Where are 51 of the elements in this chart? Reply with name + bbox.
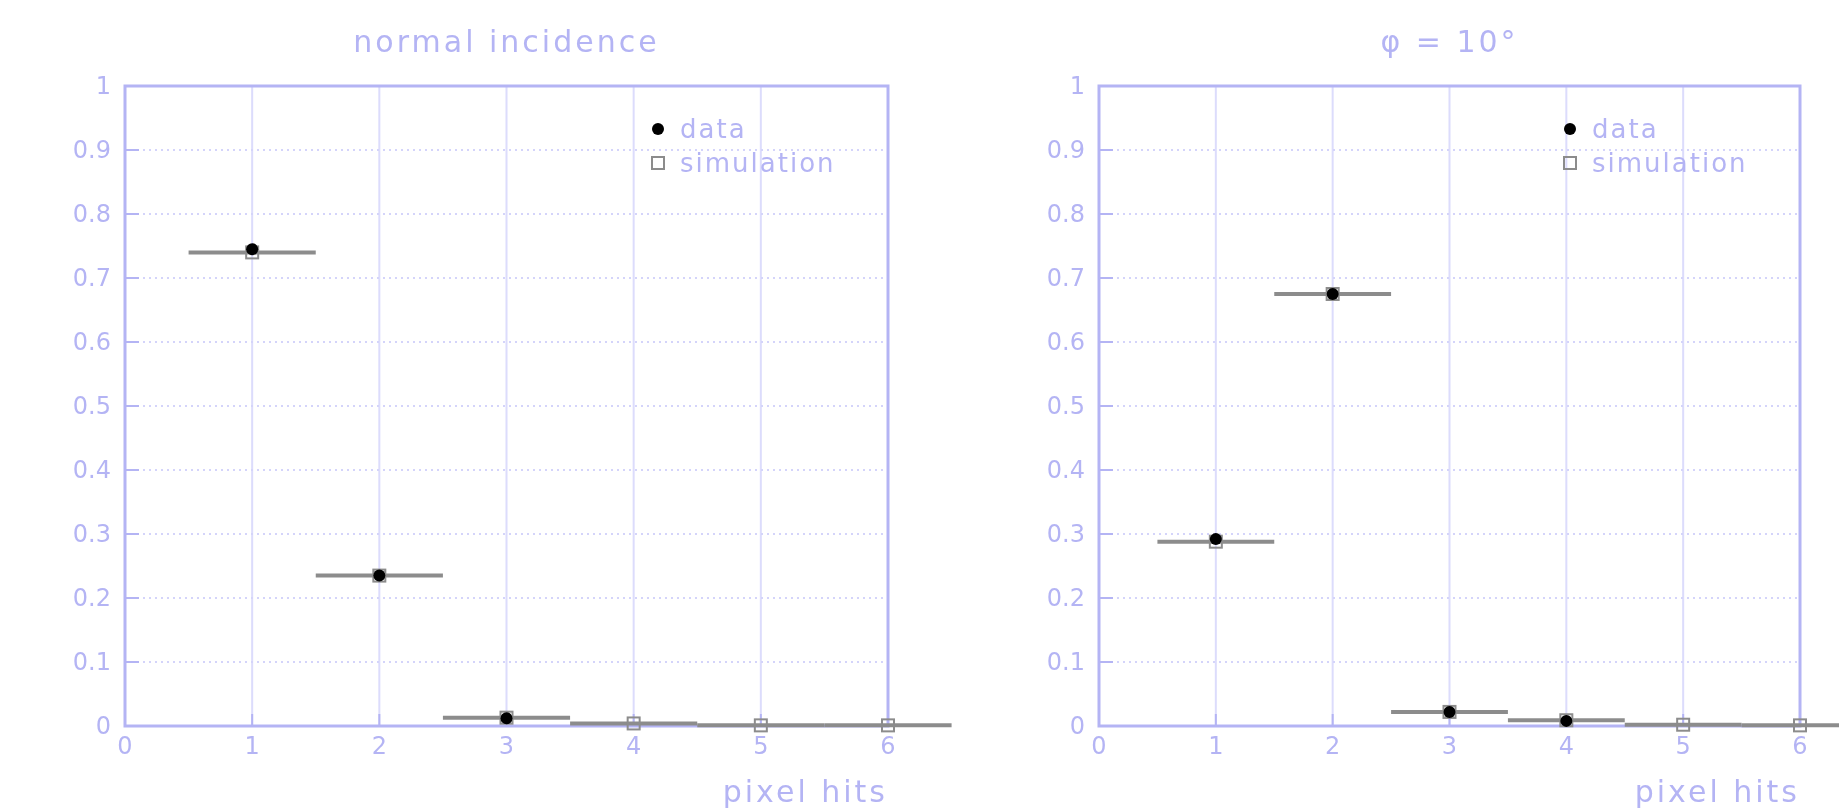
y-tick-label: 0.6	[72, 328, 111, 356]
y-tick-label: 0.9	[72, 136, 111, 164]
point	[626, 716, 641, 731]
y-tick-label: 0.8	[72, 200, 111, 228]
x-tick-label: 3	[1441, 732, 1458, 760]
y-tick-label: 0.8	[1046, 200, 1085, 228]
legend-label: data	[1592, 114, 1659, 144]
point	[246, 243, 259, 256]
y-tick-label: 1	[1069, 72, 1085, 100]
point	[1793, 718, 1807, 733]
chart-title: φ = 10°	[1380, 24, 1519, 59]
y-tick-label: 0.2	[72, 584, 111, 612]
y-tick-label: 0.5	[72, 392, 111, 420]
x-tick-label: 2	[371, 732, 387, 760]
legend-label: simulation	[1592, 148, 1748, 178]
y-tick-label: 1	[95, 72, 111, 100]
x-tick-label: 5	[1675, 732, 1691, 760]
x-tick-label: 0	[117, 732, 133, 760]
x-tick-label: 6	[880, 732, 896, 760]
y-tick-label: 0.1	[72, 648, 111, 676]
chart-title: normal incidence	[353, 24, 660, 59]
x-axis-title: pixel hits	[722, 774, 888, 809]
y-tick-label: 0	[1069, 712, 1085, 740]
x-tick-label: 5	[753, 732, 769, 760]
x-tick-label: 2	[1325, 732, 1341, 760]
y-tick-label: 0.1	[1046, 648, 1085, 676]
y-tick-label: 0.7	[1046, 264, 1085, 292]
x-tick-label: 1	[244, 732, 260, 760]
legend-label: simulation	[680, 148, 836, 178]
x-tick-label: 3	[498, 732, 515, 760]
y-tick-label: 0	[95, 712, 111, 740]
y-tick-label: 0.9	[1046, 136, 1085, 164]
y-tick-label: 0.3	[1046, 520, 1085, 548]
y-tick-label: 0.4	[72, 456, 111, 484]
x-tick-label: 1	[1208, 732, 1224, 760]
y-tick-label: 0.2	[1046, 584, 1085, 612]
x-tick-label: 0	[1091, 732, 1107, 760]
y-tick-label: 0.3	[72, 520, 111, 548]
y-tick-label: 0.5	[1046, 392, 1085, 420]
point	[245, 245, 260, 260]
y-tick-label: 0.7	[72, 264, 111, 292]
point	[881, 718, 895, 733]
x-tick-label: 4	[1558, 732, 1574, 760]
point	[753, 718, 768, 733]
y-tick-label: 0.6	[1046, 328, 1085, 356]
x-tick-label: 4	[626, 732, 642, 760]
legend-label: data	[680, 114, 747, 144]
y-tick-label: 0.4	[1046, 456, 1085, 484]
point	[1676, 717, 1691, 732]
x-axis-title: pixel hits	[1634, 774, 1800, 809]
x-tick-label: 6	[1792, 732, 1808, 760]
